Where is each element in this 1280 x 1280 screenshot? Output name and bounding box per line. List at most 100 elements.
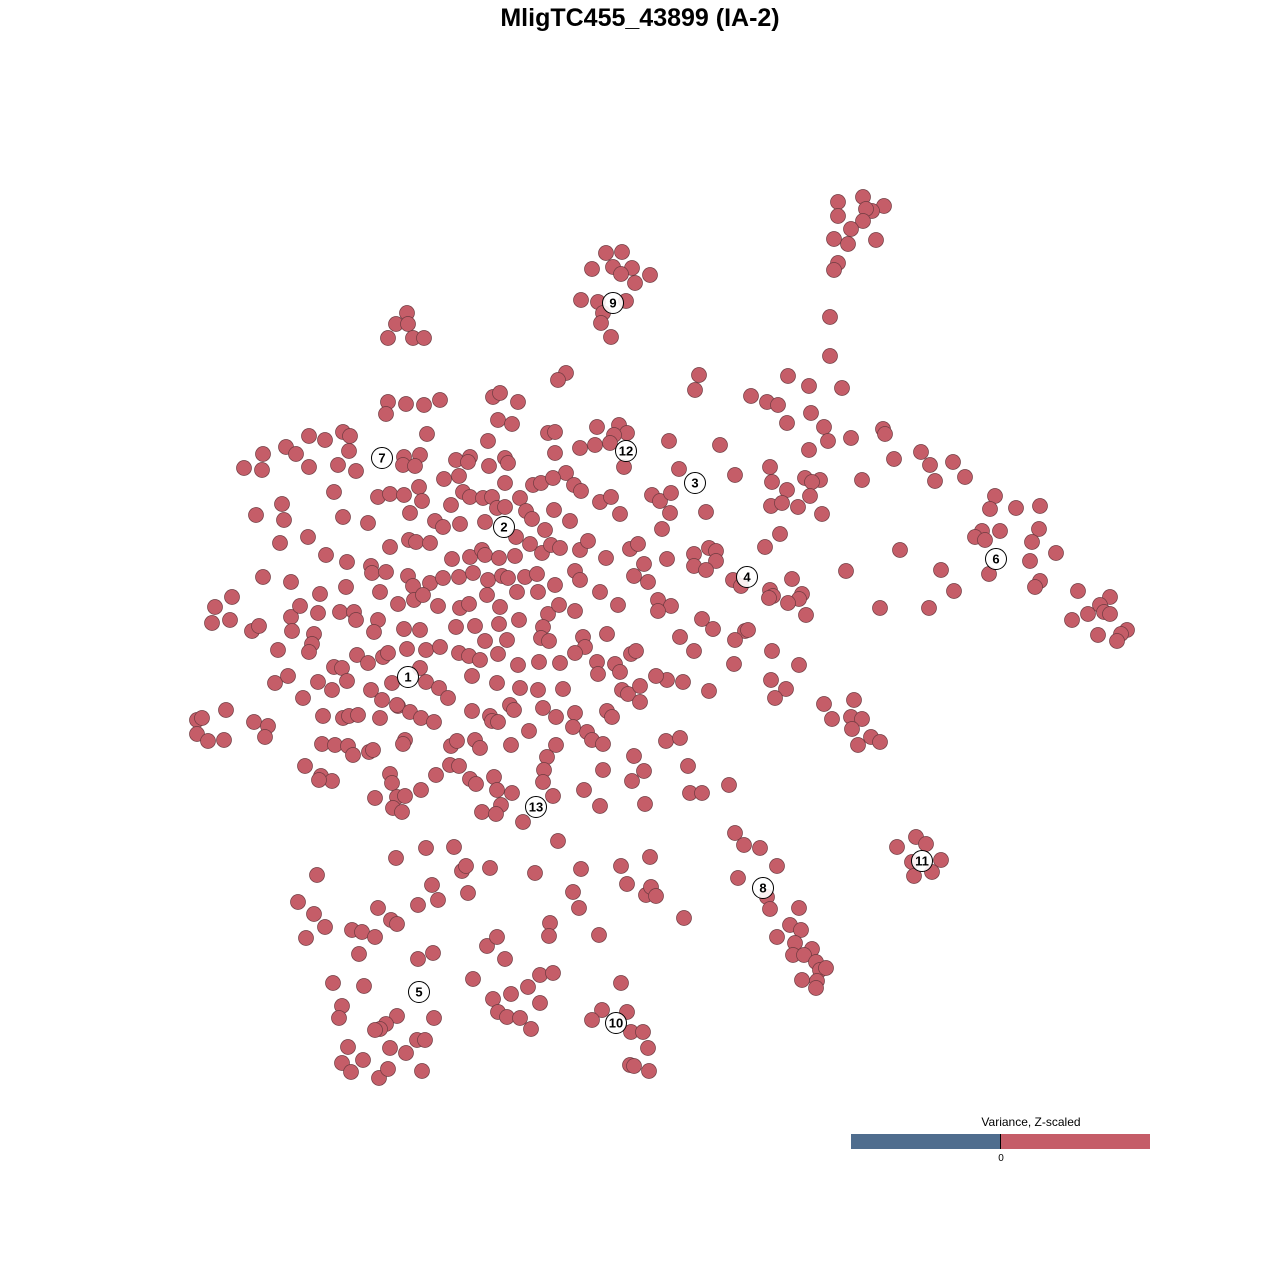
data-point — [374, 692, 390, 708]
data-point — [613, 858, 629, 874]
data-point — [424, 877, 440, 893]
cluster-label-badge — [605, 1012, 627, 1034]
cluster-label-badge — [408, 981, 430, 1003]
data-point — [396, 487, 412, 503]
data-point — [367, 929, 383, 945]
data-point — [324, 682, 340, 698]
data-point — [326, 484, 342, 500]
data-point — [945, 454, 961, 470]
cluster-label-text: 10 — [609, 1016, 623, 1031]
data-point — [257, 729, 273, 745]
data-point — [933, 852, 949, 868]
data-point — [671, 461, 687, 477]
data-point — [267, 675, 283, 691]
cluster-label-text: 1 — [404, 670, 411, 685]
data-point — [472, 652, 488, 668]
cluster-label: 13 — [525, 796, 547, 818]
cluster-label-badge — [752, 877, 774, 899]
data-point — [343, 1064, 359, 1080]
data-point — [892, 542, 908, 558]
data-point — [284, 623, 300, 639]
data-point — [330, 457, 346, 473]
data-point — [636, 763, 652, 779]
data-point — [555, 681, 571, 697]
data-point — [613, 975, 629, 991]
data-point — [467, 618, 483, 634]
data-point — [382, 1040, 398, 1056]
data-point — [418, 840, 434, 856]
data-point — [913, 444, 929, 460]
data-point — [804, 474, 820, 490]
data-point — [573, 861, 589, 877]
data-point — [1024, 534, 1040, 550]
data-point — [624, 773, 640, 789]
data-point — [826, 231, 842, 247]
data-point — [784, 571, 800, 587]
cluster-label-badge — [525, 796, 547, 818]
legend-low-segment — [851, 1134, 1001, 1149]
data-point — [855, 213, 871, 229]
data-point — [708, 553, 724, 569]
data-point — [530, 682, 546, 698]
cluster-label-text: 12 — [619, 444, 633, 459]
data-point — [548, 709, 564, 725]
data-point — [676, 910, 692, 926]
data-point — [868, 232, 884, 248]
data-point — [440, 690, 456, 706]
data-point — [927, 473, 943, 489]
data-point — [801, 442, 817, 458]
data-point — [598, 550, 614, 566]
data-point — [224, 589, 240, 605]
data-point — [796, 947, 812, 963]
data-point — [461, 596, 477, 612]
data-point — [636, 556, 652, 572]
data-point — [422, 535, 438, 551]
cluster-label-text: 2 — [500, 520, 507, 535]
data-point — [844, 721, 860, 737]
data-point — [1070, 583, 1086, 599]
data-point — [480, 572, 496, 588]
data-point — [288, 446, 304, 462]
cluster-label: 10 — [605, 1012, 627, 1034]
data-point — [595, 762, 611, 778]
data-point — [663, 485, 679, 501]
data-point — [331, 1010, 347, 1026]
data-point — [527, 865, 543, 881]
data-point — [767, 690, 783, 706]
data-point — [464, 703, 480, 719]
data-point — [814, 506, 830, 522]
data-point — [194, 710, 210, 726]
data-point — [712, 437, 728, 453]
data-point — [412, 622, 428, 638]
cluster-label-text: 13 — [529, 800, 543, 815]
data-point — [603, 489, 619, 505]
data-point — [838, 563, 854, 579]
data-point — [794, 972, 810, 988]
data-point — [632, 694, 648, 710]
cluster-label: 12 — [615, 440, 637, 462]
data-point — [603, 329, 619, 345]
data-point — [435, 570, 451, 586]
data-point — [395, 736, 411, 752]
data-point — [675, 674, 691, 690]
data-point — [274, 496, 290, 512]
data-point — [846, 692, 862, 708]
cluster-label: 5 — [408, 981, 430, 1003]
data-point — [889, 839, 905, 855]
data-point — [628, 643, 644, 659]
data-point — [580, 533, 596, 549]
data-point — [511, 612, 527, 628]
data-point — [572, 440, 588, 456]
data-point — [523, 1021, 539, 1037]
data-point — [339, 673, 355, 689]
data-point — [465, 565, 481, 581]
data-point — [1080, 606, 1096, 622]
data-point — [705, 621, 721, 637]
data-point — [350, 707, 366, 723]
data-point — [460, 885, 476, 901]
data-point — [481, 458, 497, 474]
data-point — [500, 570, 516, 586]
data-point — [426, 1010, 442, 1026]
data-point — [614, 244, 630, 260]
data-point — [551, 597, 567, 613]
